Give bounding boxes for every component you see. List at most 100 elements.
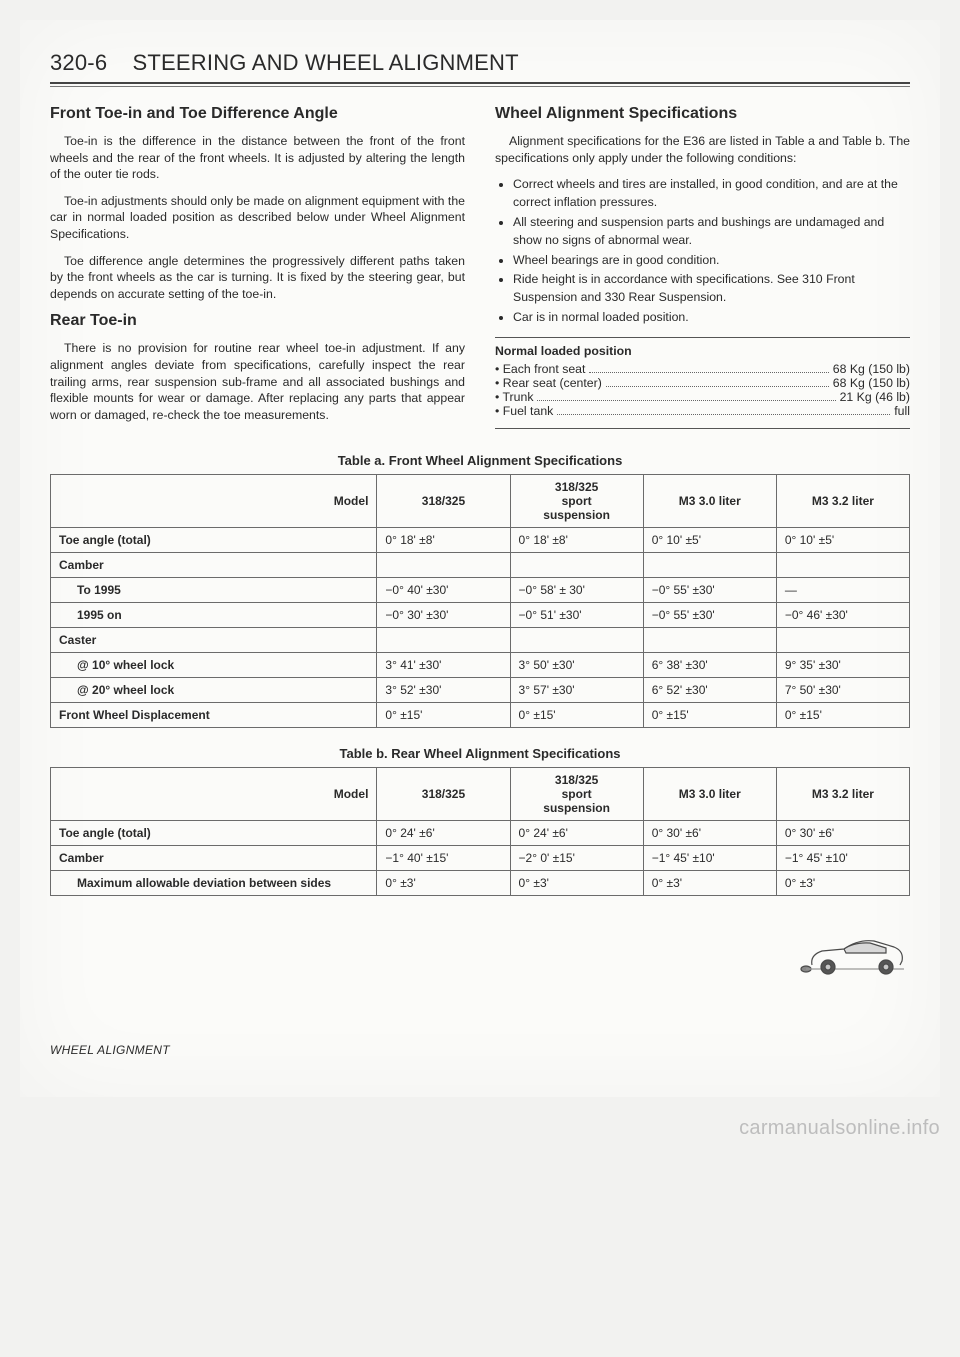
table-rowhead: Camber bbox=[51, 845, 377, 870]
page-title: STEERING AND WHEEL ALIGNMENT bbox=[133, 50, 519, 75]
table-row: @ 20° wheel lock3° 52' ±30'3° 57' ±30'6°… bbox=[51, 677, 910, 702]
table-rowhead: Front Wheel Displacement bbox=[51, 702, 377, 727]
load-row: • Rear seat (center) 68 Kg (150 lb) bbox=[495, 376, 910, 390]
table-header: M3 3.0 liter bbox=[643, 474, 776, 527]
table-cell: 0° ±15' bbox=[643, 702, 776, 727]
page-header: 320-6 STEERING AND WHEEL ALIGNMENT bbox=[50, 50, 910, 76]
table-header-model: Model bbox=[51, 474, 377, 527]
table-cell: 0° ±3' bbox=[776, 870, 909, 895]
table-b-rear-specs: Model318/325318/325sportsuspensionM3 3.0… bbox=[50, 767, 910, 896]
table-cell: −1° 45' ±10' bbox=[776, 845, 909, 870]
table-cell: 0° ±3' bbox=[377, 870, 510, 895]
watermark: carmanualsonline.info bbox=[0, 1117, 940, 1140]
section-heading-specs: Wheel Alignment Specifications bbox=[495, 105, 910, 123]
two-column-layout: Front Toe-in and Toe Difference Angle To… bbox=[50, 105, 910, 435]
section-heading-rear-toe: Rear Toe-in bbox=[50, 312, 465, 330]
table-row: Toe angle (total)0° 24' ±6'0° 24' ±6'0° … bbox=[51, 820, 910, 845]
table-cell: 0° 30' ±6' bbox=[643, 820, 776, 845]
paragraph: Toe difference angle determines the prog… bbox=[50, 253, 465, 303]
table-subrow: 1995 on bbox=[51, 602, 377, 627]
load-label: • Rear seat (center) bbox=[495, 376, 602, 390]
table-cell: −0° 55' ±30' bbox=[643, 577, 776, 602]
table-cell: −0° 55' ±30' bbox=[643, 602, 776, 627]
table-cell: 3° 41' ±30' bbox=[377, 652, 510, 677]
table-cell: 3° 57' ±30' bbox=[510, 677, 643, 702]
table-header: 318/325sportsuspension bbox=[510, 767, 643, 820]
table-cell: 3° 52' ±30' bbox=[377, 677, 510, 702]
table-cell bbox=[510, 552, 643, 577]
load-label: • Fuel tank bbox=[495, 404, 553, 418]
paragraph: Toe-in is the difference in the distance… bbox=[50, 133, 465, 183]
load-value: 68 Kg (150 lb) bbox=[833, 376, 910, 390]
conditions-list: Correct wheels and tires are installed, … bbox=[495, 176, 910, 327]
table-header: 318/325 bbox=[377, 474, 510, 527]
table-cell: −2° 0' ±15' bbox=[510, 845, 643, 870]
table-a-front-specs: Model318/325318/325sportsuspensionM3 3.0… bbox=[50, 474, 910, 728]
dot-leader bbox=[557, 404, 890, 415]
table-subrow: @ 20° wheel lock bbox=[51, 677, 377, 702]
table-row: 1995 on−0° 30' ±30'−0° 51' ±30'−0° 55' ±… bbox=[51, 602, 910, 627]
car-icon bbox=[800, 926, 910, 978]
table-rowhead: Caster bbox=[51, 627, 377, 652]
list-item: Ride height is in accordance with specif… bbox=[513, 271, 910, 307]
table-cell: −0° 30' ±30' bbox=[377, 602, 510, 627]
table-cell: — bbox=[776, 577, 909, 602]
table-row: @ 10° wheel lock3° 41' ±30'3° 50' ±30'6°… bbox=[51, 652, 910, 677]
manual-page: 320-6 STEERING AND WHEEL ALIGNMENT Front… bbox=[20, 20, 940, 1097]
table-cell: 7° 50' ±30' bbox=[776, 677, 909, 702]
table-row: Front Wheel Displacement0° ±15'0° ±15'0°… bbox=[51, 702, 910, 727]
table-header: 318/325sportsuspension bbox=[510, 474, 643, 527]
right-column: Wheel Alignment Specifications Alignment… bbox=[495, 105, 910, 435]
table-subrow: @ 10° wheel lock bbox=[51, 652, 377, 677]
table-cell: 0° 24' ±6' bbox=[377, 820, 510, 845]
load-value: 21 Kg (46 lb) bbox=[840, 390, 910, 404]
table-header: M3 3.0 liter bbox=[643, 767, 776, 820]
load-title: Normal loaded position bbox=[495, 344, 910, 358]
table-cell: 0° 10' ±5' bbox=[643, 527, 776, 552]
header-rule-thin bbox=[50, 86, 910, 87]
table-cell bbox=[510, 627, 643, 652]
table-subrow: Maximum allowable deviation between side… bbox=[51, 870, 377, 895]
dot-leader bbox=[606, 376, 829, 387]
table-cell: 0° 18' ±8' bbox=[377, 527, 510, 552]
table-rowhead: Toe angle (total) bbox=[51, 527, 377, 552]
load-row: • Trunk21 Kg (46 lb) bbox=[495, 390, 910, 404]
table-cell: 3° 50' ±30' bbox=[510, 652, 643, 677]
load-row: • Fuel tank full bbox=[495, 404, 910, 418]
list-item: All steering and suspension parts and bu… bbox=[513, 214, 910, 250]
table-row: Maximum allowable deviation between side… bbox=[51, 870, 910, 895]
list-item: Wheel bearings are in good condition. bbox=[513, 252, 910, 270]
paragraph: Alignment specifications for the E36 are… bbox=[495, 133, 910, 166]
paragraph: Toe-in adjustments should only be made o… bbox=[50, 193, 465, 243]
dot-leader bbox=[589, 362, 828, 373]
load-value: 68 Kg (150 lb) bbox=[833, 362, 910, 376]
list-item: Car is in normal loaded position. bbox=[513, 309, 910, 327]
table-cell: −0° 58' ± 30' bbox=[510, 577, 643, 602]
table-cell: −1° 45' ±10' bbox=[643, 845, 776, 870]
car-illustration bbox=[50, 926, 910, 983]
table-cell: 9° 35' ±30' bbox=[776, 652, 909, 677]
table-row: Caster bbox=[51, 627, 910, 652]
table-rowhead: Toe angle (total) bbox=[51, 820, 377, 845]
table-row: Camber bbox=[51, 552, 910, 577]
table-rowhead: Camber bbox=[51, 552, 377, 577]
table-cell: 0° ±15' bbox=[510, 702, 643, 727]
load-row: • Each front seat 68 Kg (150 lb) bbox=[495, 362, 910, 376]
paragraph: There is no provision for routine rear w… bbox=[50, 340, 465, 423]
table-header: M3 3.2 liter bbox=[776, 767, 909, 820]
load-value: full bbox=[894, 404, 910, 418]
table-cell: −0° 46' ±30' bbox=[776, 602, 909, 627]
table-cell: −0° 51' ±30' bbox=[510, 602, 643, 627]
header-rule-thick bbox=[50, 82, 910, 84]
table-header: 318/325 bbox=[377, 767, 510, 820]
section-heading-front-toe: Front Toe-in and Toe Difference Angle bbox=[50, 105, 465, 123]
table-header-model: Model bbox=[51, 767, 377, 820]
normal-load-box: Normal loaded position • Each front seat… bbox=[495, 344, 910, 418]
table-cell: 6° 52' ±30' bbox=[643, 677, 776, 702]
footer-section-label: WHEEL ALIGNMENT bbox=[50, 1043, 910, 1057]
table-cell: 0° ±3' bbox=[643, 870, 776, 895]
load-label: • Each front seat bbox=[495, 362, 585, 376]
table-cell bbox=[776, 627, 909, 652]
left-column: Front Toe-in and Toe Difference Angle To… bbox=[50, 105, 465, 435]
table-row: Camber−1° 40' ±15'−2° 0' ±15'−1° 45' ±10… bbox=[51, 845, 910, 870]
